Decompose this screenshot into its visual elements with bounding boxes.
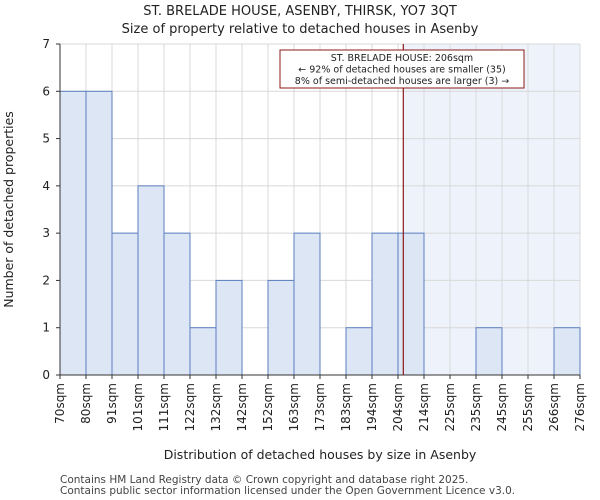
annotation-line-3: 8% of semi-detached houses are larger (3… [295, 76, 509, 87]
histogram-bar [475, 327, 503, 376]
x-tick-label: 132sqm [209, 383, 223, 431]
x-tick-label: 152sqm [261, 383, 275, 431]
histogram-bar [85, 90, 113, 376]
annotation-box [279, 49, 525, 89]
x-tick-label: 142sqm [235, 383, 249, 431]
x-tick-label: 266sqm [547, 383, 561, 431]
x-tick-label: 173sqm [313, 383, 327, 431]
x-tick-label: 276sqm [573, 383, 587, 431]
chart-subtitle: Size of property relative to detached ho… [121, 22, 479, 37]
y-tick-label: 6 [42, 84, 50, 98]
histogram-bar [189, 327, 217, 376]
y-tick-label: 0 [42, 368, 50, 382]
y-tick-label: 2 [42, 273, 50, 287]
y-tick-label: 7 [42, 37, 50, 51]
histogram-bar [59, 90, 87, 376]
x-tick-label: 163sqm [287, 383, 301, 431]
x-tick-label: 122sqm [183, 383, 197, 431]
annotation-line-2: ← 92% of detached houses are smaller (35… [298, 65, 505, 76]
x-tick-label: 235sqm [469, 383, 483, 431]
footer-line-1: Contains HM Land Registry data © Crown c… [60, 474, 469, 486]
y-axis-label: Number of detached properties [1, 111, 16, 308]
y-tick-label: 1 [42, 321, 50, 335]
y-tick-label: 4 [42, 179, 50, 193]
x-tick-label: 91sqm [105, 383, 119, 424]
histogram-bar [215, 279, 243, 376]
histogram-bar [137, 185, 165, 376]
x-axis-label: Distribution of detached houses by size … [164, 447, 477, 462]
x-tick-label: 101sqm [131, 383, 145, 431]
histogram-bar [345, 327, 373, 376]
histogram-bar [111, 232, 139, 376]
x-tick-label: 111sqm [157, 383, 171, 431]
histogram-bar [553, 327, 581, 376]
x-tick-label: 214sqm [417, 383, 431, 431]
x-tick-label: 70sqm [53, 383, 67, 424]
footer-line-2: Contains public sector information licen… [60, 485, 516, 497]
y-tick-label: 3 [42, 226, 50, 240]
x-tick-label: 183sqm [339, 383, 353, 431]
x-tick-label: 245sqm [495, 383, 509, 431]
y-tick-label: 5 [42, 132, 50, 146]
histogram-bar [163, 232, 191, 376]
histogram-bar [293, 232, 321, 376]
x-tick-label: 194sqm [365, 383, 379, 431]
x-tick-label: 225sqm [443, 383, 457, 431]
x-tick-label: 80sqm [79, 383, 93, 424]
x-tick-label: 255sqm [521, 383, 535, 431]
x-tick-label: 204sqm [391, 383, 405, 431]
highlight-region [403, 44, 580, 375]
histogram-bar [397, 232, 425, 376]
chart-title: ST. BRELADE HOUSE, ASENBY, THIRSK, YO7 3… [143, 4, 457, 19]
histogram-bar [371, 232, 399, 376]
annotation-line-1: ST. BRELADE HOUSE: 206sqm [331, 53, 473, 64]
histogram-bar [267, 279, 295, 376]
